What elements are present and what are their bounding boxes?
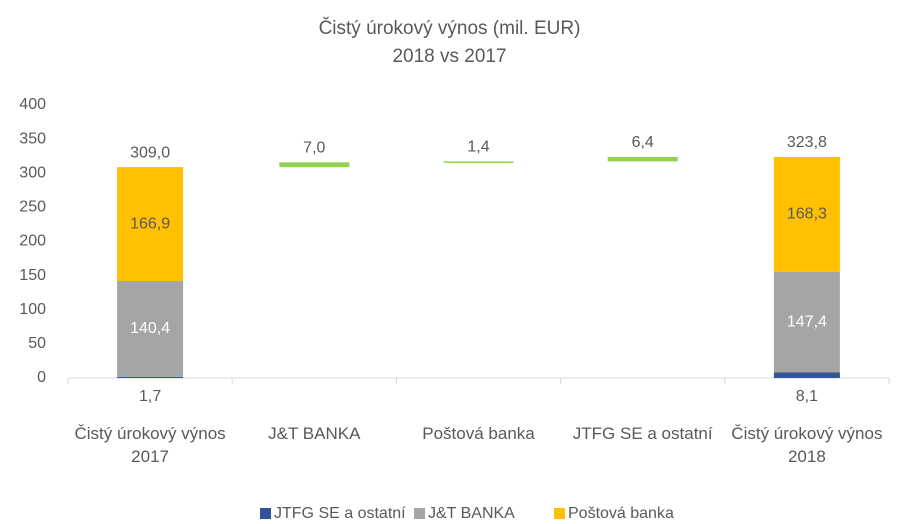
y-tick-label: 150 <box>19 267 46 284</box>
legend-label: J&T BANKA <box>428 505 515 522</box>
bar-segment <box>773 372 840 378</box>
chart-title: Čistý úrokový výnos (mil. EUR) <box>318 18 581 39</box>
legend-label: JTFG SE a ostatní <box>274 505 406 522</box>
data-label: 6,4 <box>632 134 654 151</box>
change-bar <box>279 162 350 168</box>
y-tick-label: 200 <box>19 233 46 250</box>
x-tick-label: Poštová banka <box>422 424 535 443</box>
x-tick-label: Čistý úrokový výnos 2018 <box>731 424 883 466</box>
data-label: 1,4 <box>467 139 489 156</box>
bar-segment <box>117 376 184 378</box>
bar-segment <box>773 271 840 373</box>
y-tick-label: 100 <box>19 301 46 318</box>
x-tick-label: Čistý úrokový výnos 2017 <box>74 424 226 466</box>
y-tick-label: 250 <box>19 199 46 216</box>
y-tick-label: 50 <box>28 335 46 352</box>
data-label: 168,3 <box>787 206 827 223</box>
change-bar <box>443 161 514 163</box>
data-label: 1,7 <box>139 388 161 405</box>
total-label: 309,0 <box>130 144 170 161</box>
data-label: 8,1 <box>796 388 818 405</box>
data-label: 166,9 <box>130 215 170 232</box>
bar-segment <box>117 281 184 377</box>
data-label: 147,4 <box>787 313 827 330</box>
y-tick-label: 350 <box>19 130 46 147</box>
legend-swatch <box>554 508 565 519</box>
data-label: 140,4 <box>130 320 170 337</box>
bar-segment <box>773 157 840 272</box>
legend-swatch <box>260 508 271 519</box>
x-tick-label: J&T BANKA <box>268 424 361 443</box>
y-tick-label: 300 <box>19 164 46 181</box>
total-label: 323,8 <box>787 134 827 151</box>
legend-swatch <box>414 508 425 519</box>
x-tick-label: JTFG SE a ostatní <box>572 424 713 443</box>
y-tick-label: 400 <box>19 96 46 113</box>
change-bar <box>607 157 678 162</box>
data-label: 7,0 <box>303 140 325 157</box>
y-tick-label: 0 <box>37 369 46 386</box>
chart-subtitle: 2018 vs 2017 <box>392 46 507 67</box>
bar-segment <box>117 167 184 282</box>
legend-label: Poštová banka <box>568 505 674 522</box>
